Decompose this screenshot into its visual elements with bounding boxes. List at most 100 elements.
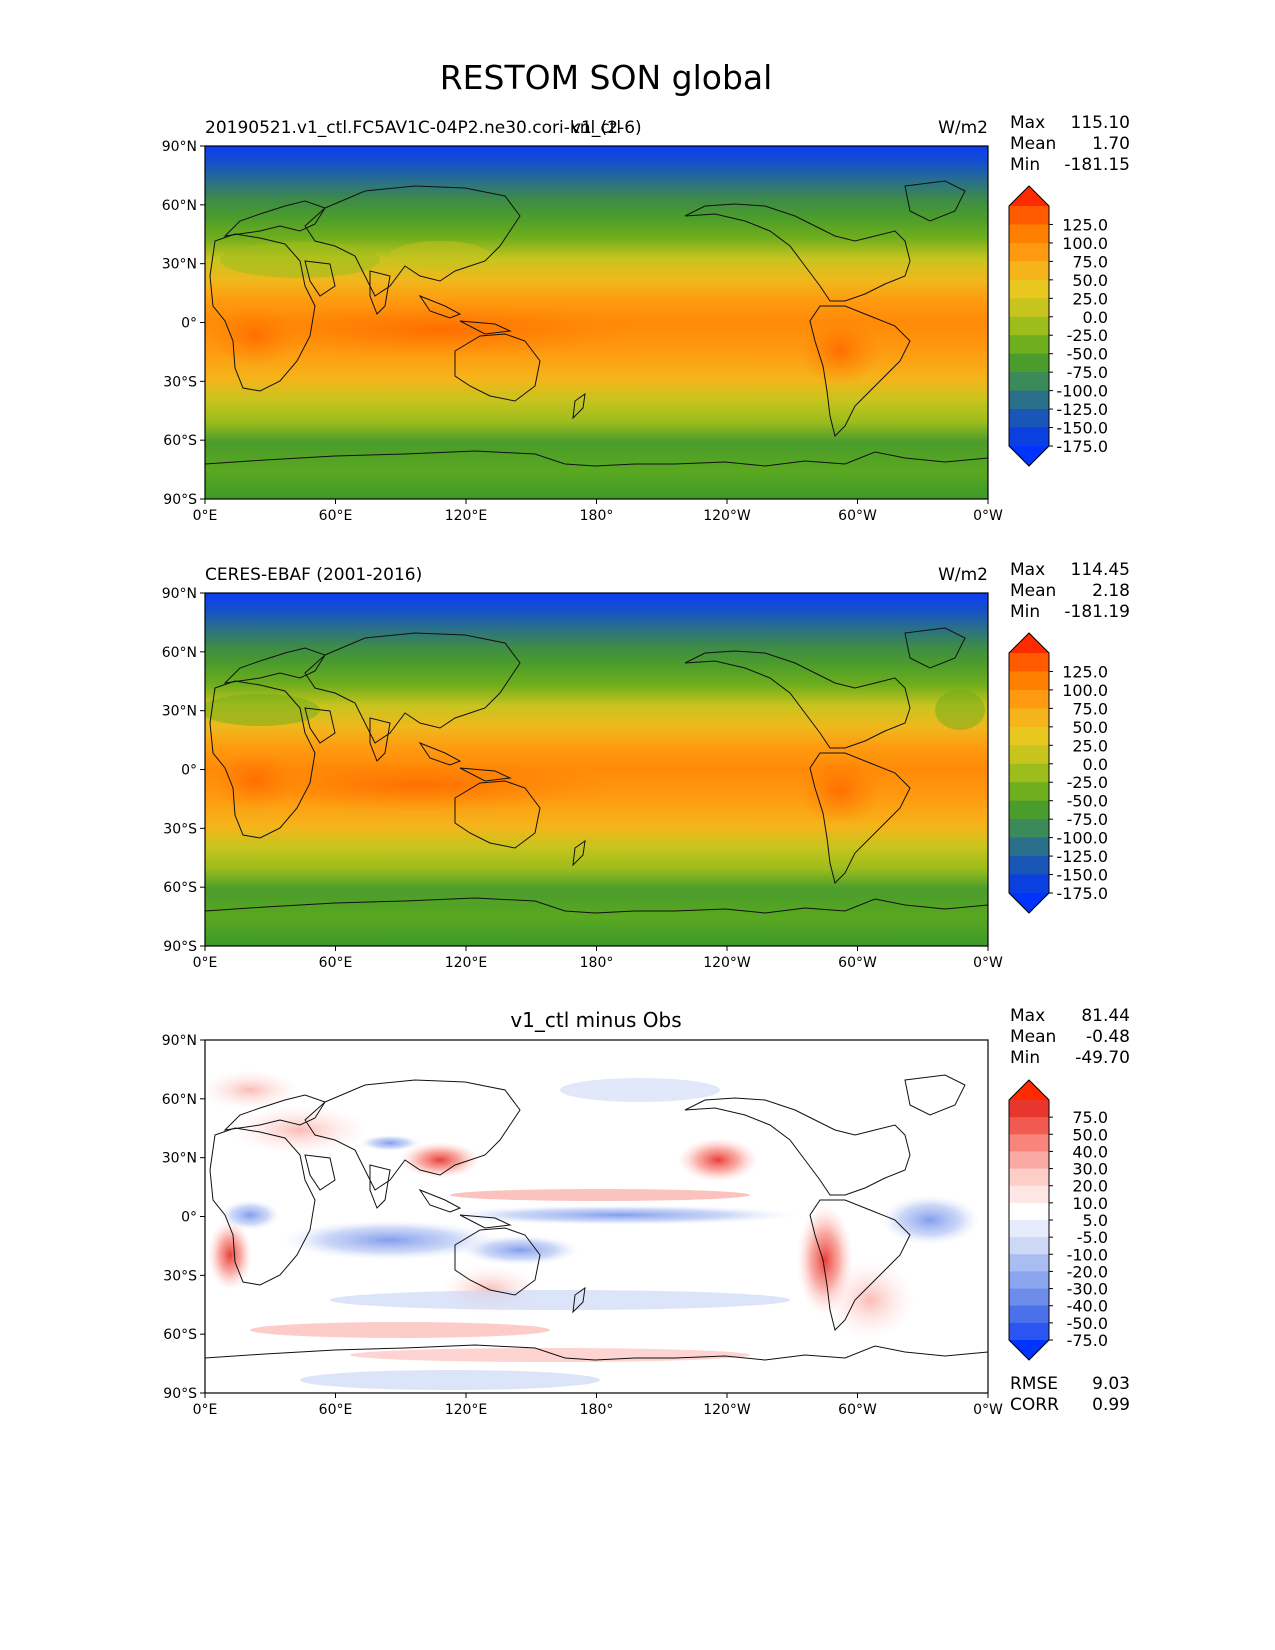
colorbar-label: -10.0: [1067, 1245, 1108, 1264]
colorbar-segment: [1009, 206, 1049, 225]
colorbar-label: -75.0: [1067, 363, 1108, 382]
colorbar-label: -100.0: [1056, 382, 1108, 401]
colorbar-label: 0.0: [1083, 308, 1108, 327]
stat-label: Min: [1010, 1048, 1040, 1068]
colorbar-segment: [1009, 1237, 1049, 1255]
colorbar-label: -175.0: [1056, 437, 1108, 456]
colorbar-segment: [1009, 353, 1049, 373]
stat-label: Min: [1010, 155, 1040, 175]
lon-tick-label: 60°W: [838, 508, 877, 524]
colorbar-extend-min: [1009, 446, 1049, 466]
stat-value: 1.70: [1092, 134, 1130, 154]
panel-model-units: W/m2: [938, 118, 988, 138]
colorbar-label: -25.0: [1067, 326, 1108, 345]
stat-value: 81.44: [1081, 1006, 1130, 1026]
colorbar-segment: [1009, 1100, 1049, 1118]
lon-tick-label: 120°W: [703, 955, 751, 971]
colorbar-segment: [1009, 1168, 1049, 1187]
colorbar-label: 75.0: [1072, 1108, 1108, 1127]
stat-label: Max: [1010, 1006, 1045, 1026]
colorbar-label: -75.0: [1067, 1331, 1108, 1350]
colorbar-segment: [1009, 261, 1049, 281]
lon-tick-label: 60°E: [319, 955, 353, 971]
panel-obs: CERES-EBAF (2001-2016) W/m2 90°N 60°N 30°N…: [162, 560, 1130, 971]
colorbar-label: 10.0: [1072, 1194, 1108, 1213]
colorbar-segment: [1009, 390, 1049, 410]
map-model: [205, 146, 988, 499]
lon-tick-label: 60°E: [319, 508, 353, 524]
colorbar-segment: [1009, 1151, 1049, 1170]
lon-tick-label: 180°: [580, 1402, 614, 1418]
colorbar-label: -50.0: [1067, 345, 1108, 364]
colorbar-segment: [1009, 726, 1049, 746]
colorbar-segment: [1009, 763, 1049, 783]
colorbar-segment: [1009, 316, 1049, 336]
lon-tick-label: 120°E: [445, 955, 488, 971]
map-model-lon-axis: 0°E 60°E 120°E 180° 120°W 60°W 0°W: [193, 499, 1003, 524]
map-obs-lat-axis: 90°N 60°N 30°N 0° 30°S 60°S 90°S: [162, 586, 205, 955]
colorbar-segment: [1009, 689, 1049, 709]
colorbar-label: -50.0: [1067, 1314, 1108, 1333]
stat-label: Mean: [1010, 1027, 1056, 1047]
lat-tick-label: 90°S: [163, 492, 197, 508]
lat-tick-label: 30°S: [163, 821, 197, 837]
colorbar-label: -50.0: [1067, 792, 1108, 811]
panel-diff-metrics: RMSE 9.03 CORR 0.99: [1010, 1374, 1130, 1415]
colorbar-segment: [1009, 745, 1049, 765]
lat-tick-label: 60°S: [163, 433, 197, 449]
colorbar-extend-max: [1009, 186, 1049, 206]
stat-value: -49.70: [1075, 1048, 1130, 1068]
colorbar-segment: [1009, 1117, 1049, 1135]
lat-tick-label: 30°S: [163, 374, 197, 390]
metric-value: 0.99: [1092, 1395, 1130, 1415]
colorbar-label: 75.0: [1072, 252, 1108, 271]
lon-tick-label: 120°W: [703, 508, 751, 524]
panel-diff-center-title: v1_ctl minus Obs: [510, 1008, 681, 1032]
map-obs: [205, 593, 988, 946]
colorbar-label: -125.0: [1056, 400, 1108, 419]
colorbar-label: -20.0: [1067, 1262, 1108, 1281]
lat-tick-label: 30°N: [162, 257, 197, 273]
colorbar-label: -40.0: [1067, 1297, 1108, 1316]
colorbar-label: -100.0: [1056, 829, 1108, 848]
colorbar-label: 50.0: [1072, 718, 1108, 737]
colorbar-segment: [1009, 1134, 1049, 1152]
stat-value: 2.18: [1092, 581, 1130, 601]
colorbar-segment: [1009, 800, 1049, 820]
colorbar-label: 40.0: [1072, 1142, 1108, 1161]
colorbar-segment: [1009, 427, 1049, 447]
lon-tick-label: 0°W: [973, 955, 1003, 971]
lon-tick-label: 0°E: [193, 1402, 218, 1418]
map-obs-lon-axis: 0°E 60°E 120°E 180° 120°W 60°W 0°W: [193, 946, 1003, 971]
panel-obs-units: W/m2: [938, 565, 988, 585]
colorbar-label: 125.0: [1062, 662, 1108, 681]
colorbar-segment: [1009, 1271, 1049, 1290]
colorbar-label: 50.0: [1072, 271, 1108, 290]
lon-tick-label: 0°E: [193, 955, 218, 971]
colorbar-label: -150.0: [1056, 419, 1108, 438]
lat-tick-label: 0°: [181, 763, 197, 779]
colorbar-segment: [1009, 298, 1049, 318]
colorbar-segment: [1009, 1254, 1049, 1272]
colorbar-extend-min: [1009, 893, 1049, 913]
map-diff: [205, 1040, 988, 1393]
colorbar-segment: [1009, 1220, 1049, 1238]
stat-label: Min: [1010, 602, 1040, 622]
colorbar-label: -150.0: [1056, 866, 1108, 885]
map-diff-lat-axis: 90°N 60°N 30°N 0° 30°S 60°S 90°S: [162, 1033, 205, 1402]
stat-value: -181.15: [1064, 155, 1130, 175]
metric-label: RMSE: [1010, 1374, 1058, 1394]
stat-label: Max: [1010, 113, 1045, 133]
panel-diff-stats: Max 81.44 Mean -0.48 Min -49.70: [1010, 1006, 1130, 1068]
colorbar-label: -5.0: [1077, 1228, 1108, 1247]
map-diff-lon-axis: 0°E 60°E 120°E 180° 120°W 60°W 0°W: [193, 1393, 1003, 1418]
colorbar-segment: [1009, 837, 1049, 857]
lon-tick-label: 120°E: [445, 1402, 488, 1418]
colorbar-label: -30.0: [1067, 1280, 1108, 1299]
panel-obs-left-title: CERES-EBAF (2001-2016): [205, 565, 422, 585]
colorbar-label: 5.0: [1083, 1211, 1108, 1230]
colorbar-label: 125.0: [1062, 215, 1108, 234]
lon-tick-label: 60°W: [838, 1402, 877, 1418]
lat-tick-label: 90°N: [162, 139, 197, 155]
lon-tick-label: 120°W: [703, 1402, 751, 1418]
